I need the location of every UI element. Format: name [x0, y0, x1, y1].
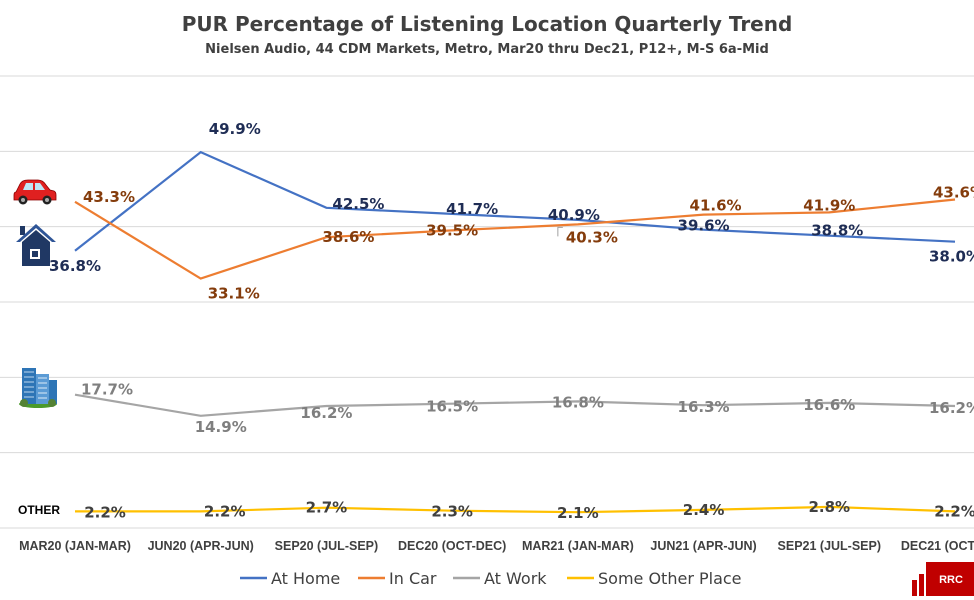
data-label: 14.9% — [195, 418, 247, 436]
data-label: 2.2% — [934, 502, 974, 520]
data-label: 41.7% — [446, 200, 498, 218]
gridlines — [0, 75, 974, 529]
data-label: 2.8% — [808, 498, 850, 516]
legend: At Home In Car At Work Some Other Place — [240, 569, 742, 588]
other-label: OTHER — [18, 503, 60, 517]
x-tick-label: SEP21 (JUL-SEP) — [778, 539, 882, 553]
series-line-in-car — [74, 198, 956, 280]
data-label: 16.8% — [552, 393, 604, 411]
x-tick-label: JUN21 (APR-JUN) — [650, 539, 756, 553]
legend-label: Some Other Place — [598, 569, 742, 588]
data-label: 40.9% — [548, 206, 600, 224]
series-lines — [74, 150, 956, 514]
legend-label: At Work — [484, 569, 547, 588]
data-label: 38.8% — [811, 222, 863, 240]
data-label: 49.9% — [209, 120, 261, 138]
data-label: 16.2% — [929, 399, 974, 417]
data-label: 38.0% — [929, 248, 974, 266]
x-tick-label: SEP20 (JUL-SEP) — [275, 539, 379, 553]
legend-label: In Car — [389, 569, 437, 588]
legend-label: At Home — [271, 569, 340, 588]
data-label: 43.3% — [83, 188, 135, 206]
data-label: 41.6% — [690, 197, 742, 215]
chart-title: PUR Percentage of Listening Location Qua… — [182, 12, 793, 36]
data-label: 2.7% — [306, 499, 348, 517]
chart-subtitle: Nielsen Audio, 44 CDM Markets, Metro, Ma… — [205, 42, 769, 57]
data-label: 16.5% — [426, 398, 478, 416]
data-label: 43.6% — [933, 184, 974, 202]
office-building-icon — [19, 368, 57, 408]
series-line-at-work — [74, 393, 956, 417]
data-labels: 36.8% 49.9% 42.5% 41.7% 40.9% 39.6% 38.8% 38.0%… — [49, 120, 974, 522]
data-label: 33.1% — [208, 285, 260, 303]
x-axis-ticks: MAR20 (JAN-MAR) JUN20 (APR-JUN) SEP20 (JUL… — [19, 539, 974, 553]
data-label: 2.2% — [204, 502, 246, 520]
data-label: 39.5% — [426, 221, 478, 239]
house-icon — [16, 224, 56, 266]
data-label: 2.4% — [683, 501, 725, 519]
leader-lines — [557, 226, 563, 237]
x-tick-label: MAR21 (JAN-MAR) — [522, 539, 634, 553]
data-label: 17.7% — [81, 381, 133, 399]
data-label: 2.1% — [557, 504, 599, 522]
x-tick-label: DEC20 (OCT-DEC) — [398, 539, 506, 553]
logo-text: RRC — [939, 574, 963, 586]
data-label: 16.3% — [678, 398, 730, 416]
data-label: 39.6% — [678, 217, 730, 235]
x-tick-label: JUN20 (APR-JUN) — [148, 539, 254, 553]
x-tick-label: DEC21 (OCT-DEC) — [901, 539, 974, 553]
data-label: 2.2% — [84, 503, 126, 521]
data-label: 42.5% — [332, 195, 384, 213]
leader-line — [557, 226, 563, 237]
data-label: 16.6% — [803, 396, 855, 414]
data-label: 16.2% — [300, 404, 352, 422]
data-label: 36.8% — [49, 257, 101, 275]
series-line-some-other-place — [75, 505, 956, 514]
series-line-at-home — [74, 150, 956, 252]
data-label: 40.3% — [566, 228, 618, 246]
rrc-logo: RRC — [912, 562, 974, 596]
car-icon — [13, 179, 57, 205]
data-label: 38.6% — [322, 228, 374, 246]
data-label: 41.9% — [803, 196, 855, 214]
data-label: 2.3% — [431, 503, 473, 521]
x-tick-label: MAR20 (JAN-MAR) — [19, 539, 131, 553]
